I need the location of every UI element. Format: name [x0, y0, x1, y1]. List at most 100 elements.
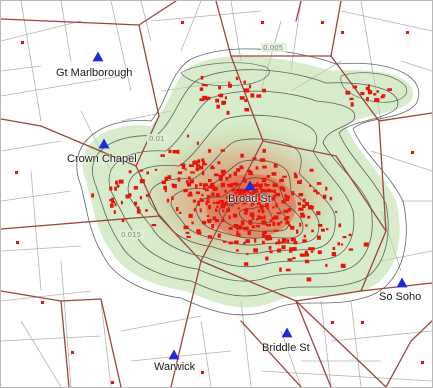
death-mark	[265, 237, 270, 241]
death-mark	[316, 211, 321, 216]
death-mark	[221, 218, 225, 223]
death-mark	[240, 153, 244, 158]
death-mark	[173, 184, 177, 189]
death-mark	[421, 361, 424, 364]
death-mark	[233, 224, 238, 228]
death-mark	[256, 224, 260, 228]
death-mark	[231, 188, 236, 192]
minor-street	[1, 245, 82, 252]
death-mark	[210, 182, 215, 186]
death-mark	[216, 193, 220, 198]
death-mark	[216, 205, 219, 208]
death-mark	[241, 188, 247, 194]
death-mark	[111, 200, 116, 204]
death-mark	[271, 197, 275, 201]
death-mark	[222, 240, 227, 243]
death-mark	[116, 184, 120, 188]
death-mark	[225, 176, 229, 181]
death-mark	[167, 175, 172, 180]
death-mark	[221, 173, 225, 176]
death-mark	[196, 231, 202, 235]
pump-triangle-icon	[98, 138, 110, 149]
major-road	[60, 298, 102, 302]
death-mark	[111, 381, 114, 384]
death-mark	[273, 163, 278, 168]
death-mark	[293, 172, 297, 175]
pump-label-gt-marlborough: Gt Marlborough	[56, 67, 133, 79]
death-mark	[272, 206, 275, 209]
death-mark	[262, 240, 265, 245]
death-mark	[294, 174, 298, 179]
death-mark	[262, 148, 266, 153]
minor-street	[60, 260, 72, 387]
minor-street	[280, 330, 302, 387]
minor-street	[30, 170, 42, 292]
death-mark	[235, 76, 239, 81]
death-mark	[233, 171, 238, 176]
death-mark	[216, 201, 220, 205]
death-mark	[261, 21, 264, 24]
death-mark	[299, 179, 302, 182]
death-mark	[243, 262, 249, 266]
death-mark	[261, 210, 265, 214]
death-mark	[213, 201, 216, 204]
death-mark	[166, 198, 170, 203]
major-road	[262, 140, 337, 157]
death-mark	[139, 179, 145, 184]
death-mark	[245, 208, 249, 213]
death-mark	[240, 220, 245, 225]
death-mark	[348, 248, 354, 251]
death-mark	[255, 218, 259, 221]
minor-street	[1, 290, 92, 302]
death-mark	[227, 194, 233, 200]
death-mark	[287, 208, 292, 212]
death-mark	[266, 207, 269, 210]
death-mark	[279, 267, 282, 272]
minor-street	[60, 1, 72, 62]
death-mark	[226, 208, 231, 213]
death-mark	[313, 189, 318, 193]
major-road	[40, 125, 137, 167]
death-mark	[252, 157, 257, 160]
pump-triangle-icon	[168, 349, 180, 360]
death-mark	[259, 205, 264, 210]
minor-street	[1, 190, 72, 202]
death-mark	[294, 241, 298, 245]
death-mark	[233, 195, 239, 198]
death-mark	[193, 208, 196, 212]
death-mark	[222, 203, 225, 207]
death-mark	[160, 154, 165, 157]
death-mark	[285, 268, 291, 272]
death-mark	[297, 202, 302, 206]
death-mark	[352, 85, 358, 89]
death-mark	[197, 159, 201, 164]
major-road	[135, 165, 160, 217]
death-mark	[207, 219, 212, 224]
death-mark	[245, 239, 250, 244]
death-mark	[387, 88, 392, 91]
death-mark	[201, 371, 204, 374]
death-mark	[212, 185, 216, 189]
death-mark	[161, 180, 166, 184]
minor-street	[340, 10, 432, 32]
death-mark	[186, 180, 189, 184]
death-mark	[321, 21, 324, 24]
death-mark	[236, 168, 241, 172]
death-mark	[180, 163, 186, 166]
death-mark	[306, 277, 312, 282]
death-mark	[233, 213, 237, 217]
death-mark	[250, 203, 253, 207]
death-mark	[200, 75, 204, 80]
death-mark	[247, 230, 251, 235]
death-mark	[376, 90, 380, 93]
death-mark	[255, 166, 259, 170]
death-mark	[151, 224, 157, 227]
death-mark	[256, 182, 259, 185]
minor-street	[330, 330, 432, 342]
death-mark	[154, 168, 158, 171]
pump-triangle-icon	[244, 180, 256, 191]
death-mark	[178, 211, 182, 214]
major-road	[158, 215, 202, 262]
death-mark	[220, 149, 225, 152]
